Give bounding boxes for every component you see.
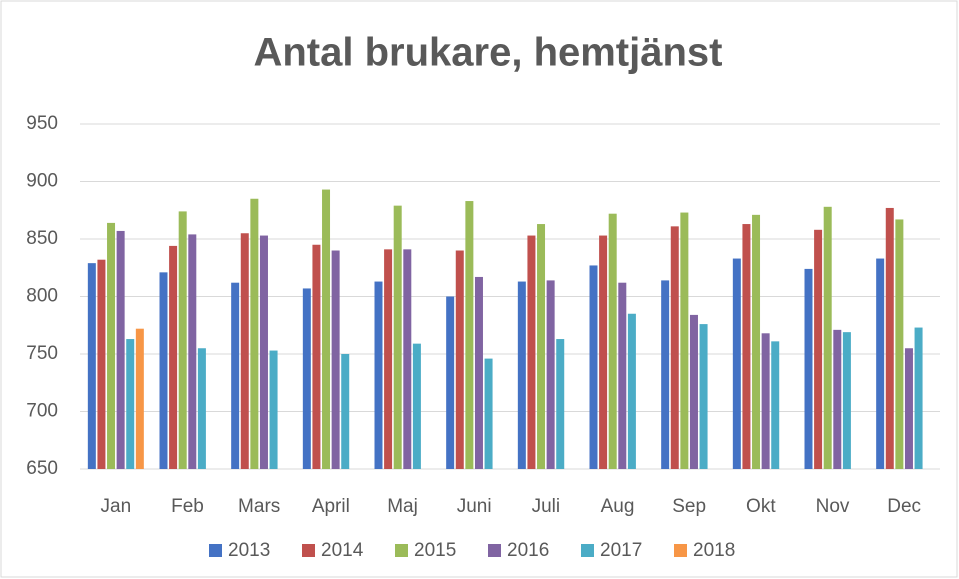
bar	[752, 214, 761, 469]
x-tick-label: April	[312, 496, 350, 517]
x-tick-label: Juni	[457, 496, 492, 517]
bar	[322, 189, 331, 470]
bar	[240, 233, 249, 469]
bar	[823, 206, 832, 470]
bar	[312, 244, 321, 469]
x-tick-label: Mars	[238, 496, 280, 517]
legend-swatch	[488, 544, 501, 557]
bar	[689, 314, 698, 469]
legend-label: 2014	[321, 540, 364, 561]
legend-label: 2017	[600, 540, 642, 561]
bar	[474, 276, 483, 469]
bar	[341, 354, 350, 469]
bar	[135, 328, 144, 469]
y-tick-label: 850	[26, 228, 58, 249]
bar	[302, 288, 311, 469]
y-tick-label: 650	[26, 458, 58, 479]
bar	[876, 258, 885, 469]
x-tick-label: Juli	[532, 496, 561, 517]
bar	[87, 263, 96, 469]
bar	[742, 224, 751, 469]
bar	[699, 324, 708, 469]
bar	[97, 259, 106, 469]
legend-label: 2015	[414, 540, 456, 561]
legend-swatch	[395, 544, 408, 557]
bar	[537, 224, 546, 469]
bar	[556, 339, 565, 469]
bar	[914, 327, 923, 469]
x-tick-label: Feb	[171, 496, 204, 517]
bar	[178, 211, 187, 469]
y-tick-label: 700	[26, 401, 58, 422]
x-tick-label: Dec	[887, 496, 921, 517]
bar	[589, 265, 598, 469]
bar	[116, 230, 125, 469]
legend-label: 2016	[507, 540, 549, 561]
y-tick-label: 950	[26, 113, 58, 134]
bar	[169, 245, 178, 469]
x-tick-label: Maj	[387, 496, 418, 517]
x-tick-label: Okt	[746, 496, 776, 517]
bar	[374, 281, 383, 469]
bar	[393, 205, 402, 469]
bar	[188, 234, 197, 469]
bar	[546, 280, 555, 469]
bar	[680, 212, 689, 470]
bar	[250, 198, 259, 469]
bar	[231, 282, 240, 469]
bar	[455, 250, 464, 469]
bar	[107, 222, 116, 469]
bar	[814, 229, 823, 469]
bar	[627, 313, 636, 469]
bar	[904, 348, 913, 469]
bar	[159, 272, 168, 469]
bar	[259, 235, 268, 469]
bar	[833, 329, 842, 469]
bar	[527, 235, 536, 469]
bar	[465, 201, 474, 470]
bar	[517, 281, 526, 469]
x-tick-label: Nov	[816, 496, 850, 517]
bar	[446, 296, 455, 469]
x-tick-label: Jan	[101, 496, 132, 517]
y-tick-label: 800	[26, 286, 58, 307]
chart-title: Antal brukare, hemtjänst	[253, 31, 722, 75]
bar	[885, 207, 894, 469]
y-tick-label: 900	[26, 171, 58, 192]
bar	[661, 280, 670, 469]
bar	[269, 350, 278, 469]
x-tick-label: Sep	[672, 496, 706, 517]
x-tick-label: Aug	[601, 496, 635, 517]
bar	[126, 339, 135, 469]
bar	[761, 333, 770, 469]
bar	[618, 282, 627, 469]
bar	[599, 235, 608, 469]
legend-swatch	[302, 544, 315, 557]
bar	[331, 250, 340, 469]
bar	[608, 213, 617, 469]
legend-swatch	[674, 544, 687, 557]
bar	[895, 219, 904, 469]
bar	[484, 358, 493, 469]
y-tick-label: 750	[26, 343, 58, 364]
bar	[197, 348, 206, 469]
legend-label: 2018	[693, 540, 735, 561]
bar	[403, 249, 412, 469]
bar	[804, 268, 813, 469]
bar	[842, 332, 851, 469]
legend-label: 2013	[228, 540, 270, 561]
bar	[771, 341, 780, 469]
bar	[732, 258, 741, 469]
legend-swatch	[581, 544, 594, 557]
bar	[412, 343, 421, 469]
legend-swatch	[209, 544, 222, 557]
bar	[384, 249, 393, 469]
bar	[670, 226, 679, 469]
